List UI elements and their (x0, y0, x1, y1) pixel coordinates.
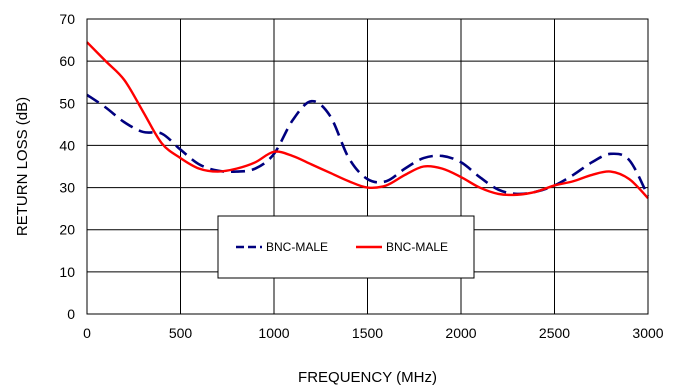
legend: BNC-MALE BNC-MALE (217, 215, 475, 279)
series-line-red-solid (86, 41, 649, 199)
x-tick-label: 2500 (539, 325, 570, 341)
y-axis-label: RETURN LOSS (dB) (14, 97, 31, 236)
y-tick-label: 40 (59, 137, 75, 153)
y-tick-labels: 0 10 20 30 40 50 60 70 (59, 11, 75, 322)
plot-frame (86, 18, 649, 315)
plot-series (86, 41, 650, 199)
y-tick-label: 30 (59, 180, 75, 196)
legend-label: BNC-MALE (386, 240, 448, 254)
x-tick-label: 1500 (352, 325, 383, 341)
y-tick-label: 60 (59, 53, 75, 69)
y-tick-label: 10 (59, 264, 75, 280)
x-tick-label: 3000 (632, 325, 663, 341)
y-tick-label: 20 (59, 222, 75, 238)
x-tick-label: 0 (83, 325, 91, 341)
y-tick-label: 70 (59, 11, 75, 27)
x-tick-label: 500 (169, 325, 193, 341)
x-tick-labels: 0 500 1000 1500 2000 2500 3000 (83, 325, 664, 341)
y-tick-label: 0 (67, 306, 75, 322)
grid-lines (86, 18, 649, 315)
x-tick-label: 1000 (258, 325, 289, 341)
legend-label: BNC-MALE (266, 240, 328, 254)
y-tick-label: 50 (59, 95, 75, 111)
x-axis-label: FREQUENCY (MHz) (298, 369, 437, 386)
x-tick-label: 2000 (445, 325, 476, 341)
